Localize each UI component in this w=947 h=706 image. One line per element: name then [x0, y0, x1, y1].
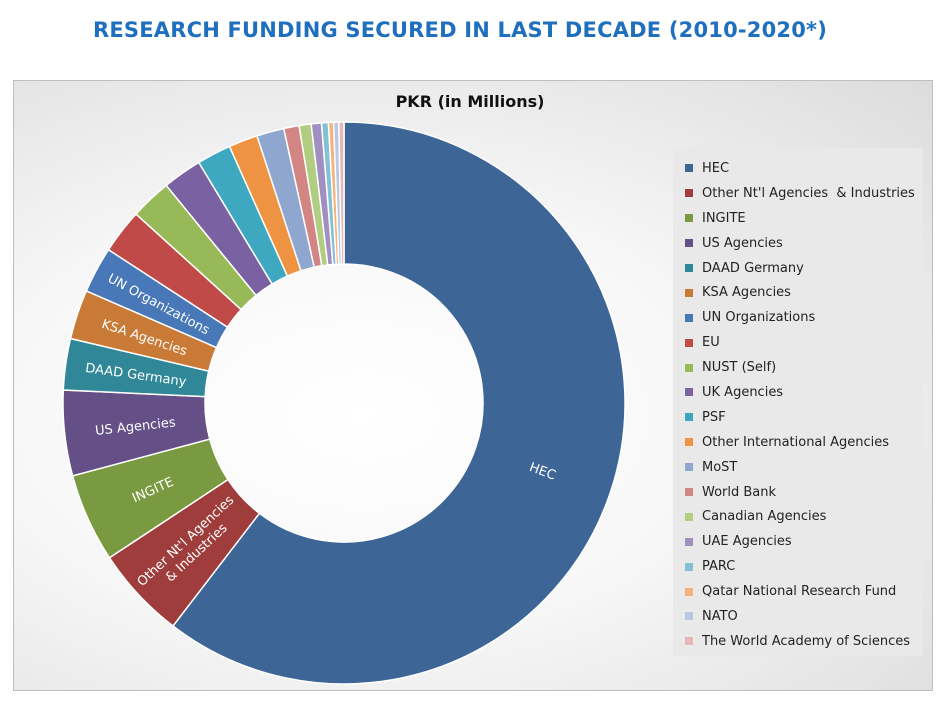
legend-item-other-international-agencies: Other International Agencies — [685, 430, 923, 455]
legend-swatch — [685, 363, 693, 372]
legend-label: Other International Agencies — [702, 434, 890, 450]
legend-item-most: MoST — [685, 455, 923, 480]
legend-item-uae-agencies: UAE Agencies — [685, 529, 923, 554]
legend-item-canadian-agencies: Canadian Agencies — [685, 504, 923, 529]
legend-swatch — [685, 164, 693, 173]
legend-item-the-world-academy-of-sciences: The World Academy of Sciences — [685, 629, 923, 654]
legend-item-parc: PARC — [685, 554, 923, 579]
legend-item-qatar-national-research-fund: Qatar National Research Fund — [685, 579, 923, 604]
legend-label: PSF — [702, 409, 726, 425]
legend-swatch — [685, 612, 693, 621]
legend-swatch — [685, 587, 693, 596]
legend-label: MoST — [702, 459, 738, 475]
legend-item-un-organizations: UN Organizations — [685, 305, 923, 330]
legend-label: UAE Agencies — [702, 534, 792, 550]
legend-item-nato: NATO — [685, 604, 923, 629]
legend-swatch — [685, 288, 693, 297]
legend-label: The World Academy of Sciences — [702, 633, 911, 649]
legend-swatch — [685, 189, 693, 198]
legend-label: UK Agencies — [702, 384, 784, 400]
legend-label: HEC — [702, 160, 730, 176]
legend-swatch — [685, 388, 693, 397]
legend-item-uk-agencies: UK Agencies — [685, 380, 923, 405]
legend-swatch — [685, 338, 693, 347]
legend-item-hec: HEC — [685, 156, 923, 181]
legend-label: Canadian Agencies — [702, 509, 827, 525]
legend-label: Qatar National Research Fund — [702, 584, 897, 600]
legend-label: UN Organizations — [702, 310, 816, 326]
legend-item-eu: EU — [685, 330, 923, 355]
legend-swatch — [685, 413, 693, 422]
legend-label: EU — [702, 335, 720, 351]
legend-label: NATO — [702, 608, 738, 624]
legend-swatch — [685, 637, 693, 646]
legend-item-other-nt-l-agencies-industries: Other Nt'l Agencies & Industries — [685, 181, 923, 206]
legend-item-ingite: INGITE — [685, 206, 923, 231]
legend-label: NUST (Self) — [702, 360, 777, 376]
legend-swatch — [685, 438, 693, 447]
legend-label: US Agencies — [702, 235, 783, 251]
legend-swatch — [685, 264, 693, 272]
legend-swatch — [685, 313, 693, 322]
legend-item-daad-germany: DAAD Germany — [685, 256, 923, 281]
legend-swatch — [685, 239, 693, 248]
page-title: RESEARCH FUNDING SECURED IN LAST DECADE … — [92, 18, 828, 42]
chart-legend: HEC Other Nt'l Agencies & Industries INGIT… — [673, 148, 923, 656]
legend-item-us-agencies: US Agencies — [685, 231, 923, 256]
legend-label: PARC — [702, 559, 736, 575]
legend-label: Other Nt'l Agencies & Industries — [702, 185, 915, 201]
legend-item-psf: PSF — [685, 405, 923, 430]
legend-swatch — [685, 463, 693, 472]
legend-swatch — [685, 537, 693, 546]
legend-item-nust-self: NUST (Self) — [685, 355, 923, 380]
legend-swatch — [685, 562, 693, 571]
legend-swatch — [685, 214, 693, 223]
legend-label: INGITE — [702, 210, 746, 226]
chart-title: PKR (in Millions) — [395, 92, 545, 111]
slice-the-world-academy-of-sciences — [338, 121, 345, 265]
legend-label: KSA Agencies — [702, 285, 791, 301]
legend-swatch — [685, 488, 693, 497]
legend-swatch — [685, 512, 693, 521]
slice-hec — [171, 121, 626, 685]
legend-item-ksa-agencies: KSA Agencies — [685, 280, 923, 305]
legend-item-world-bank: World Bank — [685, 480, 923, 505]
legend-label: World Bank — [702, 484, 777, 500]
legend-label: DAAD Germany — [702, 260, 804, 276]
